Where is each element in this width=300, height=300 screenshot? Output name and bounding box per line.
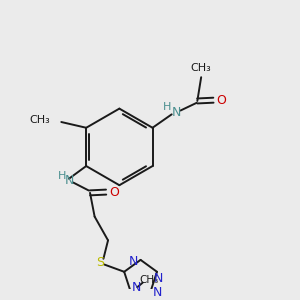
Text: O: O <box>216 94 226 107</box>
Text: CH₃: CH₃ <box>191 63 212 73</box>
Text: N: N <box>154 272 164 285</box>
Text: CH₃: CH₃ <box>139 274 158 285</box>
Text: S: S <box>96 256 104 269</box>
Text: CH₃: CH₃ <box>30 115 51 125</box>
Text: N: N <box>65 174 74 187</box>
Text: N: N <box>131 281 141 295</box>
Text: N: N <box>129 255 138 268</box>
Text: N: N <box>172 106 181 119</box>
Text: H: H <box>163 103 171 112</box>
Text: O: O <box>109 186 119 199</box>
Text: H: H <box>58 171 66 181</box>
Text: N: N <box>153 286 162 299</box>
